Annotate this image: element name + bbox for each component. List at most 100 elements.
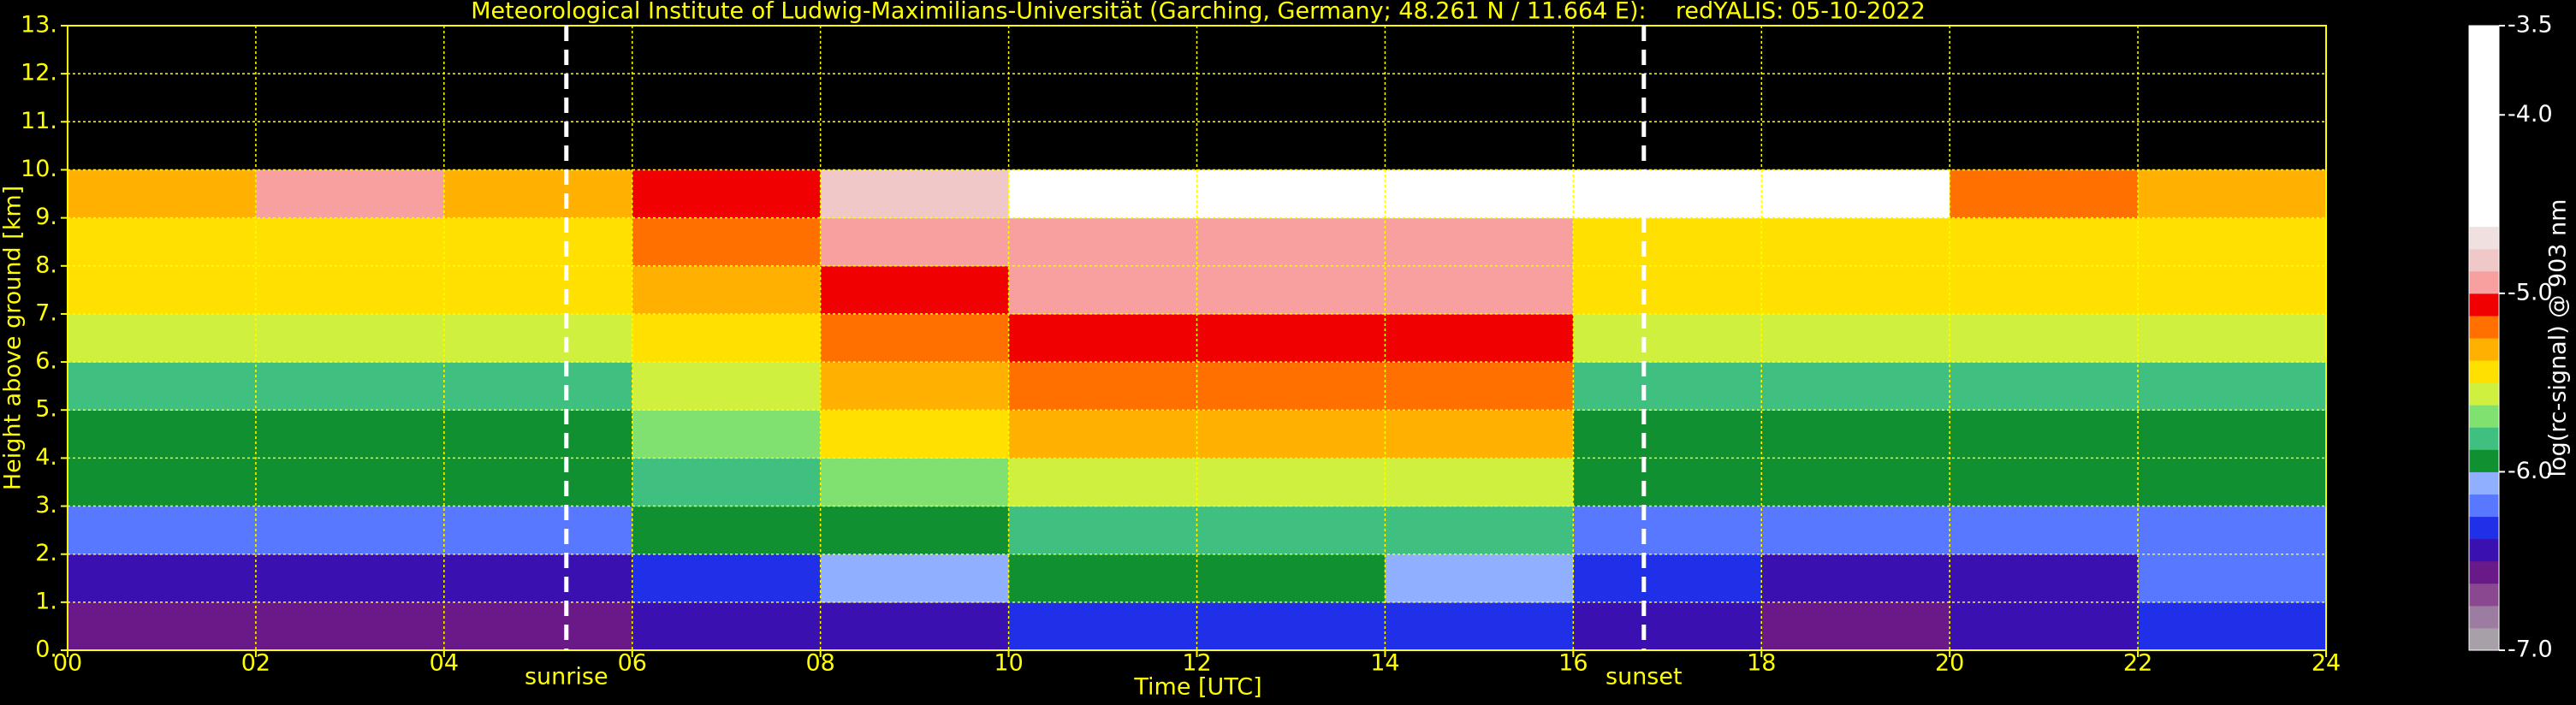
- heatmap-cell: [1196, 265, 1386, 315]
- heatmap-cell: [1761, 458, 1950, 507]
- x-tick-label: 20: [1935, 650, 1964, 677]
- heatmap-cell: [68, 169, 257, 219]
- plot-frame: [67, 25, 2327, 651]
- colorbar-segment: [2469, 560, 2499, 584]
- y-tick-label: 12.: [21, 60, 57, 86]
- y-tick-label: 3.: [35, 492, 57, 518]
- heatmap-cell: [1761, 265, 1950, 315]
- heatmap-cell: [820, 410, 1010, 459]
- heatmap-cell: [255, 169, 445, 219]
- heatmap-cell: [2138, 265, 2327, 315]
- colorbar-segment: [2469, 226, 2499, 250]
- heatmap-cell: [2138, 313, 2327, 363]
- y-tick-label: 6.: [35, 348, 57, 375]
- heatmap-cell: [1385, 410, 1574, 459]
- heatmap-cell: [1761, 217, 1950, 267]
- heatmap-cell: [1950, 313, 2139, 363]
- heatmap-cell: [820, 458, 1010, 507]
- heatmap-cell: [443, 313, 633, 363]
- heatmap-cell: [1950, 458, 2139, 507]
- heatmap-cell: [1385, 169, 1574, 219]
- colorbar-segment: [2469, 159, 2499, 182]
- heatmap-cell: [255, 410, 445, 459]
- heatmap-cell: [632, 601, 822, 651]
- heatmap-cell: [820, 601, 1010, 651]
- heatmap-cell: [1008, 458, 1197, 507]
- heatmap-cell: [68, 265, 257, 315]
- heatmap-cell: [1950, 265, 2139, 315]
- heatmap-cell: [1196, 458, 1386, 507]
- colorbar-segment: [2469, 315, 2499, 339]
- heatmap-cell: [2138, 601, 2327, 651]
- heatmap-cell: [443, 217, 633, 267]
- heatmap-cell: [2138, 554, 2327, 603]
- heatmap-cell: [1950, 506, 2139, 555]
- colorbar-segment: [2469, 248, 2499, 272]
- heatmap-cell: [2138, 362, 2327, 411]
- colorbar-segment: [2469, 270, 2499, 294]
- colorbar-segment: [2469, 494, 2499, 518]
- heatmap-cell: [1385, 217, 1574, 267]
- heatmap-cell: [1196, 506, 1386, 555]
- heatmap-cell: [632, 554, 822, 603]
- y-tick-label: 7.: [35, 299, 57, 326]
- heatmap-cell: [1573, 313, 1762, 363]
- heatmap-cell: [2138, 410, 2327, 459]
- heatmap-cell: [1573, 554, 1762, 603]
- heatmap-cell: [1008, 554, 1197, 603]
- heatmap-cell: [820, 554, 1010, 603]
- heatmap-cell: [443, 169, 633, 219]
- heatmap-cell: [1761, 410, 1950, 459]
- heatmap-cell: [443, 410, 633, 459]
- colorbar-segment: [2469, 70, 2499, 93]
- heatmap-cell: [68, 601, 257, 651]
- colorbar-segment: [2469, 137, 2499, 160]
- x-tick-label: 16: [1558, 650, 1588, 677]
- x-tick-label: 06: [618, 650, 647, 677]
- heatmap-cell: [1196, 410, 1386, 459]
- colorbar-label: log(rc-signal) @ 903 nm: [2545, 199, 2572, 477]
- heatmap-cell: [1573, 458, 1762, 507]
- y-tick-label: 10.: [21, 156, 57, 182]
- y-tick-label: 5.: [35, 396, 57, 423]
- heatmap-cell: [632, 217, 822, 267]
- colorbar-tick-label: -5.0: [2508, 279, 2553, 305]
- colorbar-tick-label: -6.0: [2508, 458, 2553, 484]
- heatmap-cell: [68, 458, 257, 507]
- y-tick-label: 2.: [35, 540, 57, 566]
- heatmap-cell: [2138, 458, 2327, 507]
- colorbar-segment: [2469, 293, 2499, 317]
- colorbar-segment: [2469, 338, 2499, 361]
- heatmap-cell: [820, 506, 1010, 555]
- heatmap-cell: [1008, 169, 1197, 219]
- heatmap-cell: [632, 169, 822, 219]
- heatmap-cell: [1196, 217, 1386, 267]
- x-tick-label: 02: [241, 650, 270, 677]
- heatmap-cell: [1573, 169, 1762, 219]
- colorbar-tick-label: -3.5: [2508, 12, 2553, 39]
- heatmap-cell: [820, 313, 1010, 363]
- colorbar-segment: [2469, 26, 2499, 49]
- event-label: sunrise: [525, 664, 608, 690]
- heatmap-cell: [68, 554, 257, 603]
- heatmap-cell: [632, 265, 822, 315]
- y-tick-label: 4.: [35, 444, 57, 471]
- heatmap-cell: [1573, 265, 1762, 315]
- heatmap-cell: [1008, 601, 1197, 651]
- heatmap-cell: [255, 506, 445, 555]
- event-label: sunset: [1606, 664, 1683, 690]
- heatmap-cell: [632, 410, 822, 459]
- heatmap-cell: [632, 362, 822, 411]
- y-tick-label: 0.: [35, 637, 57, 663]
- heatmap-cell: [1950, 554, 2139, 603]
- colorbar-segment: [2469, 538, 2499, 562]
- y-tick-label: 1.: [35, 588, 57, 614]
- heatmap-cell: [443, 362, 633, 411]
- heatmap-cell: [255, 601, 445, 651]
- heatmap-cell: [1761, 362, 1950, 411]
- heatmap-cell: [1761, 169, 1950, 219]
- colorbar-segment: [2469, 92, 2499, 116]
- y-axis-label: Height above ground [km]: [0, 186, 27, 490]
- heatmap-cell: [1385, 362, 1574, 411]
- y-tick-label: 9.: [35, 204, 57, 230]
